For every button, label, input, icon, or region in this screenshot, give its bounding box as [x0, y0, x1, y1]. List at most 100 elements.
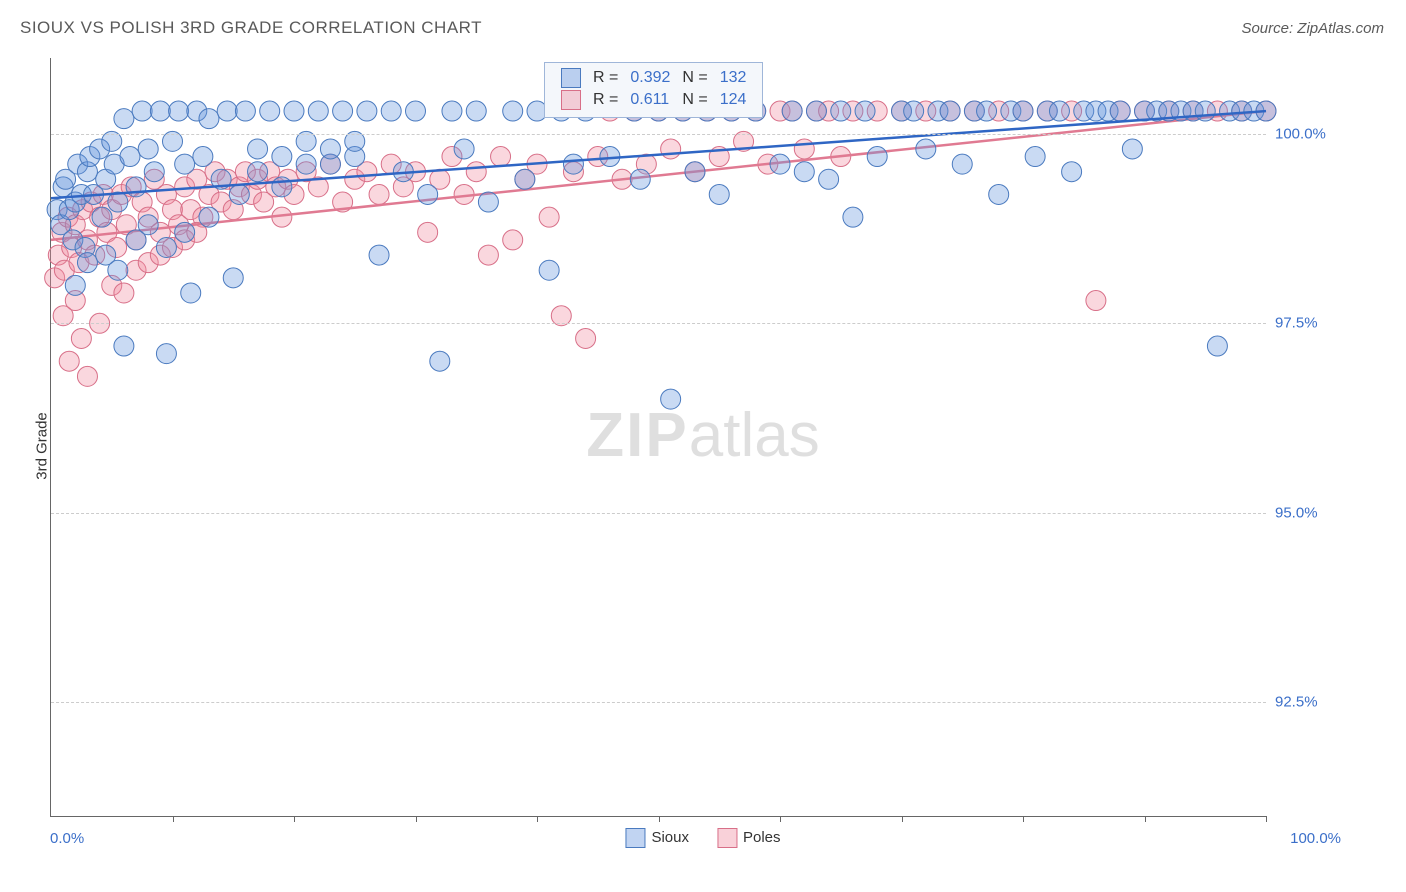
data-point: [114, 109, 134, 129]
data-point: [831, 101, 851, 121]
data-point: [223, 268, 243, 288]
data-point: [709, 184, 729, 204]
data-point: [369, 184, 389, 204]
corr-n-sioux: 132: [714, 67, 753, 89]
data-point: [108, 260, 128, 280]
data-point: [217, 101, 237, 121]
data-point: [491, 147, 511, 167]
correlation-box: R = 0.392 N = 132 R = 0.611 N = 124: [544, 62, 763, 118]
data-point: [272, 177, 292, 197]
data-point: [156, 344, 176, 364]
x-tick: [537, 816, 538, 822]
corr-n-poles: 124: [714, 89, 753, 111]
data-point: [1025, 147, 1045, 167]
data-point: [272, 147, 292, 167]
data-point: [466, 101, 486, 121]
data-point: [1086, 291, 1106, 311]
chart-source: Source: ZipAtlas.com: [1241, 20, 1384, 37]
data-point: [169, 101, 189, 121]
data-point: [199, 109, 219, 129]
data-point: [1207, 336, 1227, 356]
data-point: [406, 101, 426, 121]
data-point: [563, 154, 583, 174]
gridline-h: [51, 134, 1266, 135]
x-axis-max-label: 100.0%: [1290, 830, 1341, 847]
data-point: [369, 245, 389, 265]
corr-r-sioux: 0.392: [624, 67, 676, 89]
data-point: [806, 101, 826, 121]
data-point: [515, 169, 535, 189]
y-tick-label: 97.5%: [1275, 315, 1318, 332]
data-point: [175, 154, 195, 174]
y-tick-label: 92.5%: [1275, 694, 1318, 711]
data-point: [904, 101, 924, 121]
data-point: [333, 101, 353, 121]
data-point: [381, 101, 401, 121]
data-point: [661, 389, 681, 409]
gridline-h: [51, 702, 1266, 703]
x-axis-min-label: 0.0%: [50, 830, 84, 847]
data-point: [843, 207, 863, 227]
data-point: [320, 139, 340, 159]
data-point: [977, 101, 997, 121]
data-point: [855, 101, 875, 121]
x-tick: [1145, 816, 1146, 822]
data-point: [1195, 101, 1215, 121]
x-tick: [780, 816, 781, 822]
data-point: [120, 147, 140, 167]
data-point: [478, 192, 498, 212]
data-point: [661, 139, 681, 159]
data-point: [77, 253, 97, 273]
data-point: [92, 207, 112, 227]
data-point: [819, 169, 839, 189]
data-point: [1122, 139, 1142, 159]
data-point: [1062, 162, 1082, 182]
corr-r-label-2: R =: [587, 89, 624, 111]
data-point: [418, 184, 438, 204]
legend: Sioux Poles: [625, 828, 780, 848]
data-point: [430, 351, 450, 371]
data-point: [539, 207, 559, 227]
data-point: [138, 215, 158, 235]
data-point: [144, 162, 164, 182]
data-point: [685, 162, 705, 182]
data-point: [916, 139, 936, 159]
data-point: [454, 139, 474, 159]
data-point: [235, 101, 255, 121]
data-point: [229, 184, 249, 204]
data-point: [65, 275, 85, 295]
x-tick: [416, 816, 417, 822]
data-point: [181, 283, 201, 303]
data-point: [71, 328, 91, 348]
data-point: [114, 283, 134, 303]
trend-line: [51, 111, 1266, 198]
data-point: [59, 351, 79, 371]
data-point: [466, 162, 486, 182]
legend-item-poles: Poles: [717, 828, 781, 848]
legend-swatch-poles: [717, 828, 737, 848]
x-tick: [1266, 816, 1267, 822]
x-tick: [659, 816, 660, 822]
data-point: [138, 139, 158, 159]
data-point: [284, 101, 304, 121]
data-point: [248, 139, 268, 159]
data-point: [175, 222, 195, 242]
data-point: [199, 207, 219, 227]
data-point: [260, 101, 280, 121]
data-point: [357, 101, 377, 121]
legend-label-poles: Poles: [743, 829, 781, 846]
corr-swatch-sioux: [561, 68, 581, 88]
data-point: [782, 101, 802, 121]
data-point: [794, 162, 814, 182]
legend-item-sioux: Sioux: [625, 828, 689, 848]
corr-n-label-2: N =: [676, 89, 713, 111]
data-point: [156, 238, 176, 258]
x-tick: [294, 816, 295, 822]
y-tick-label: 95.0%: [1275, 504, 1318, 521]
data-point: [952, 154, 972, 174]
y-tick-label: 100.0%: [1275, 125, 1326, 142]
x-tick: [173, 816, 174, 822]
legend-label-sioux: Sioux: [651, 829, 689, 846]
x-tick: [902, 816, 903, 822]
corr-r-poles: 0.611: [624, 89, 676, 111]
